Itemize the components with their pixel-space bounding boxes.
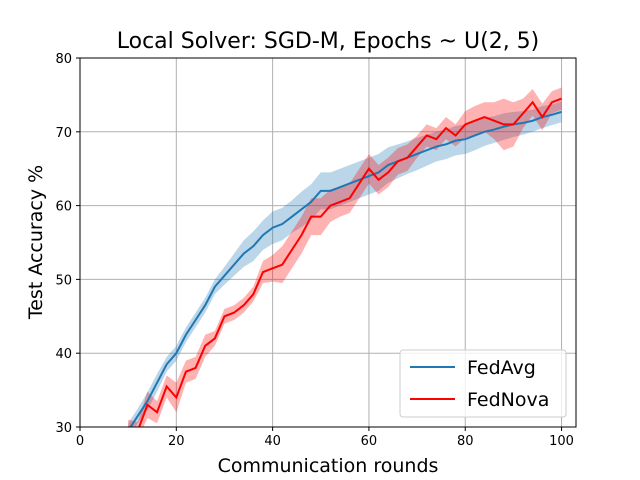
x-tick-label: 80 (457, 434, 474, 449)
y-tick-label: 60 (55, 200, 72, 215)
y-tick-label: 40 (55, 347, 72, 362)
x-axis-label: Communication rounds (218, 455, 439, 477)
y-tick-label: 50 (55, 273, 72, 288)
legend-label-fedavg: FedAvg (467, 357, 536, 379)
line-fednova (128, 97, 562, 427)
legend: FedAvg FedNova (399, 349, 567, 418)
x-tick-label: 60 (361, 434, 378, 449)
band-fedavg (128, 101, 562, 427)
series-lines (128, 97, 562, 427)
x-tick-label: 20 (168, 434, 185, 449)
y-tick-label: 30 (55, 421, 72, 436)
x-tick-label: 0 (76, 434, 84, 449)
axis-ticks: 0 20 40 60 80 100 30 40 50 60 70 80 (55, 52, 574, 449)
legend-label-fednova: FedNova (467, 389, 549, 411)
y-axis-label: Test Accuracy % (25, 165, 47, 320)
y-tick-label: 70 (55, 126, 72, 141)
plot-frame (79, 57, 577, 428)
y-tick-label: 80 (55, 52, 72, 67)
line-fedavg (129, 110, 562, 427)
x-tick-label: 40 (264, 434, 281, 449)
chart-title: Local Solver: SGD-M, Epochs ~ U(2, 5) (117, 29, 540, 54)
x-tick-label: 100 (549, 434, 574, 449)
